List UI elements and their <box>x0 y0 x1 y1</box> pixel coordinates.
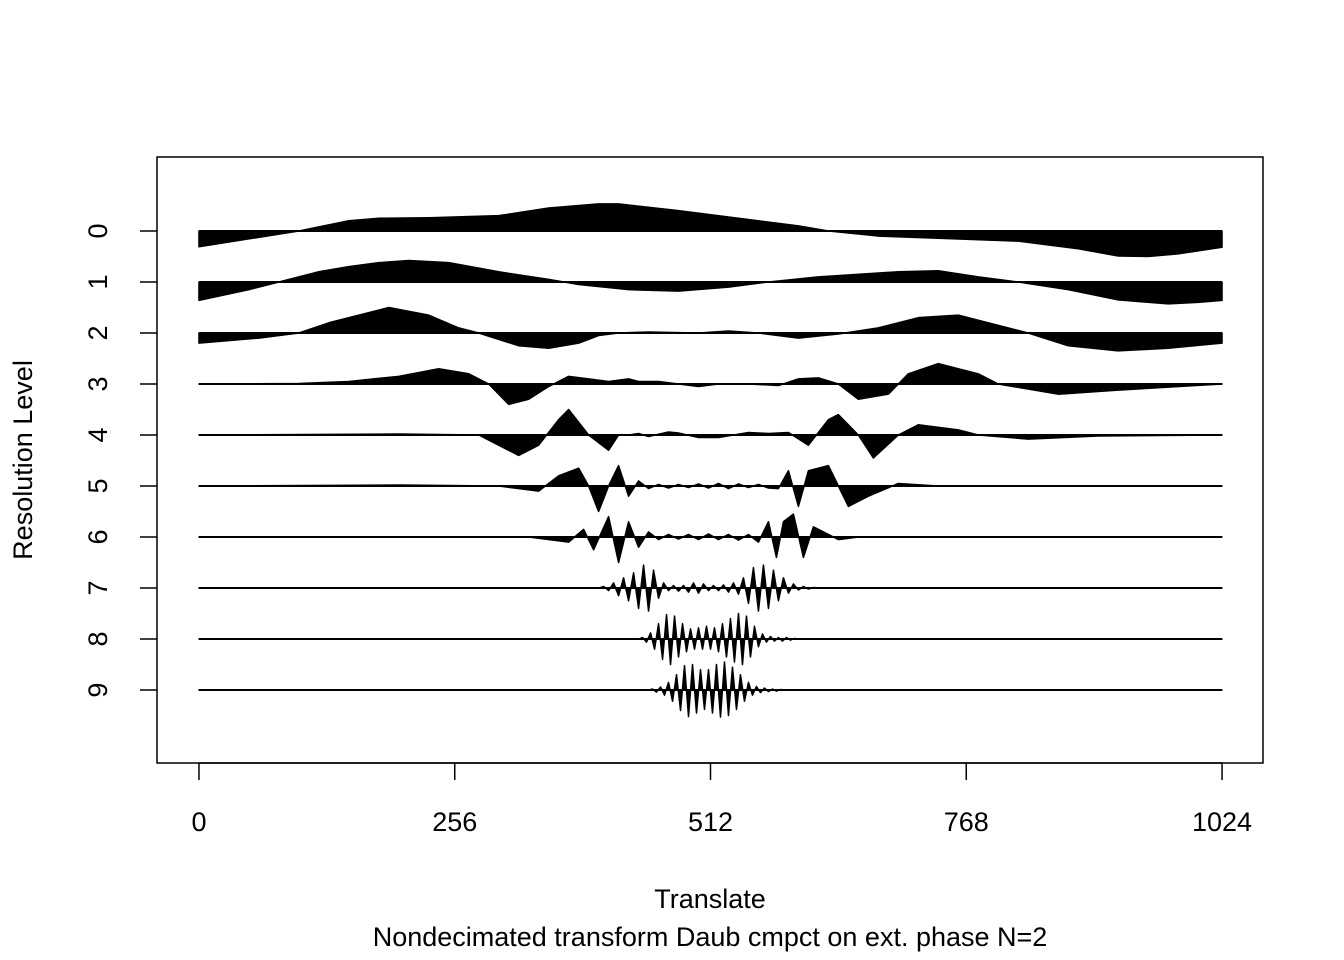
coefficient-wiggle <box>198 362 1223 406</box>
y-tick-label: 7 <box>83 581 113 596</box>
x-tick-label: 1024 <box>1192 807 1252 837</box>
y-tick-label: 6 <box>83 530 113 545</box>
coefficient-wiggle <box>198 408 1223 459</box>
y-tick-label: 2 <box>83 325 113 340</box>
y-tick-label: 9 <box>83 683 113 698</box>
x-axis-label: Translate <box>654 884 766 914</box>
x-tick-label: 512 <box>688 807 733 837</box>
x-tick-label: 0 <box>191 807 206 837</box>
coefficient-wiggle <box>198 203 1223 258</box>
y-tick-label: 3 <box>83 376 113 391</box>
y-tick-label: 4 <box>83 427 113 442</box>
y-tick-label: 8 <box>83 632 113 647</box>
x-tick-label: 768 <box>944 807 989 837</box>
coefficient-wiggle <box>198 564 1223 612</box>
y-tick-label: 5 <box>83 478 113 493</box>
coefficient-wiggle <box>198 612 1223 666</box>
y-tick-label: 0 <box>83 223 113 238</box>
coefficient-wiggle <box>198 306 1223 352</box>
coefficient-wiggle <box>198 464 1223 513</box>
coefficient-wiggle <box>198 513 1223 564</box>
coefficient-wiggle <box>198 259 1223 305</box>
y-axis-label: Resolution Level <box>8 360 38 560</box>
coefficient-wiggle <box>198 661 1223 718</box>
subtitle: Nondecimated transform Daub cmpct on ext… <box>373 922 1048 952</box>
x-tick-label: 256 <box>432 807 477 837</box>
y-tick-label: 1 <box>83 274 113 289</box>
